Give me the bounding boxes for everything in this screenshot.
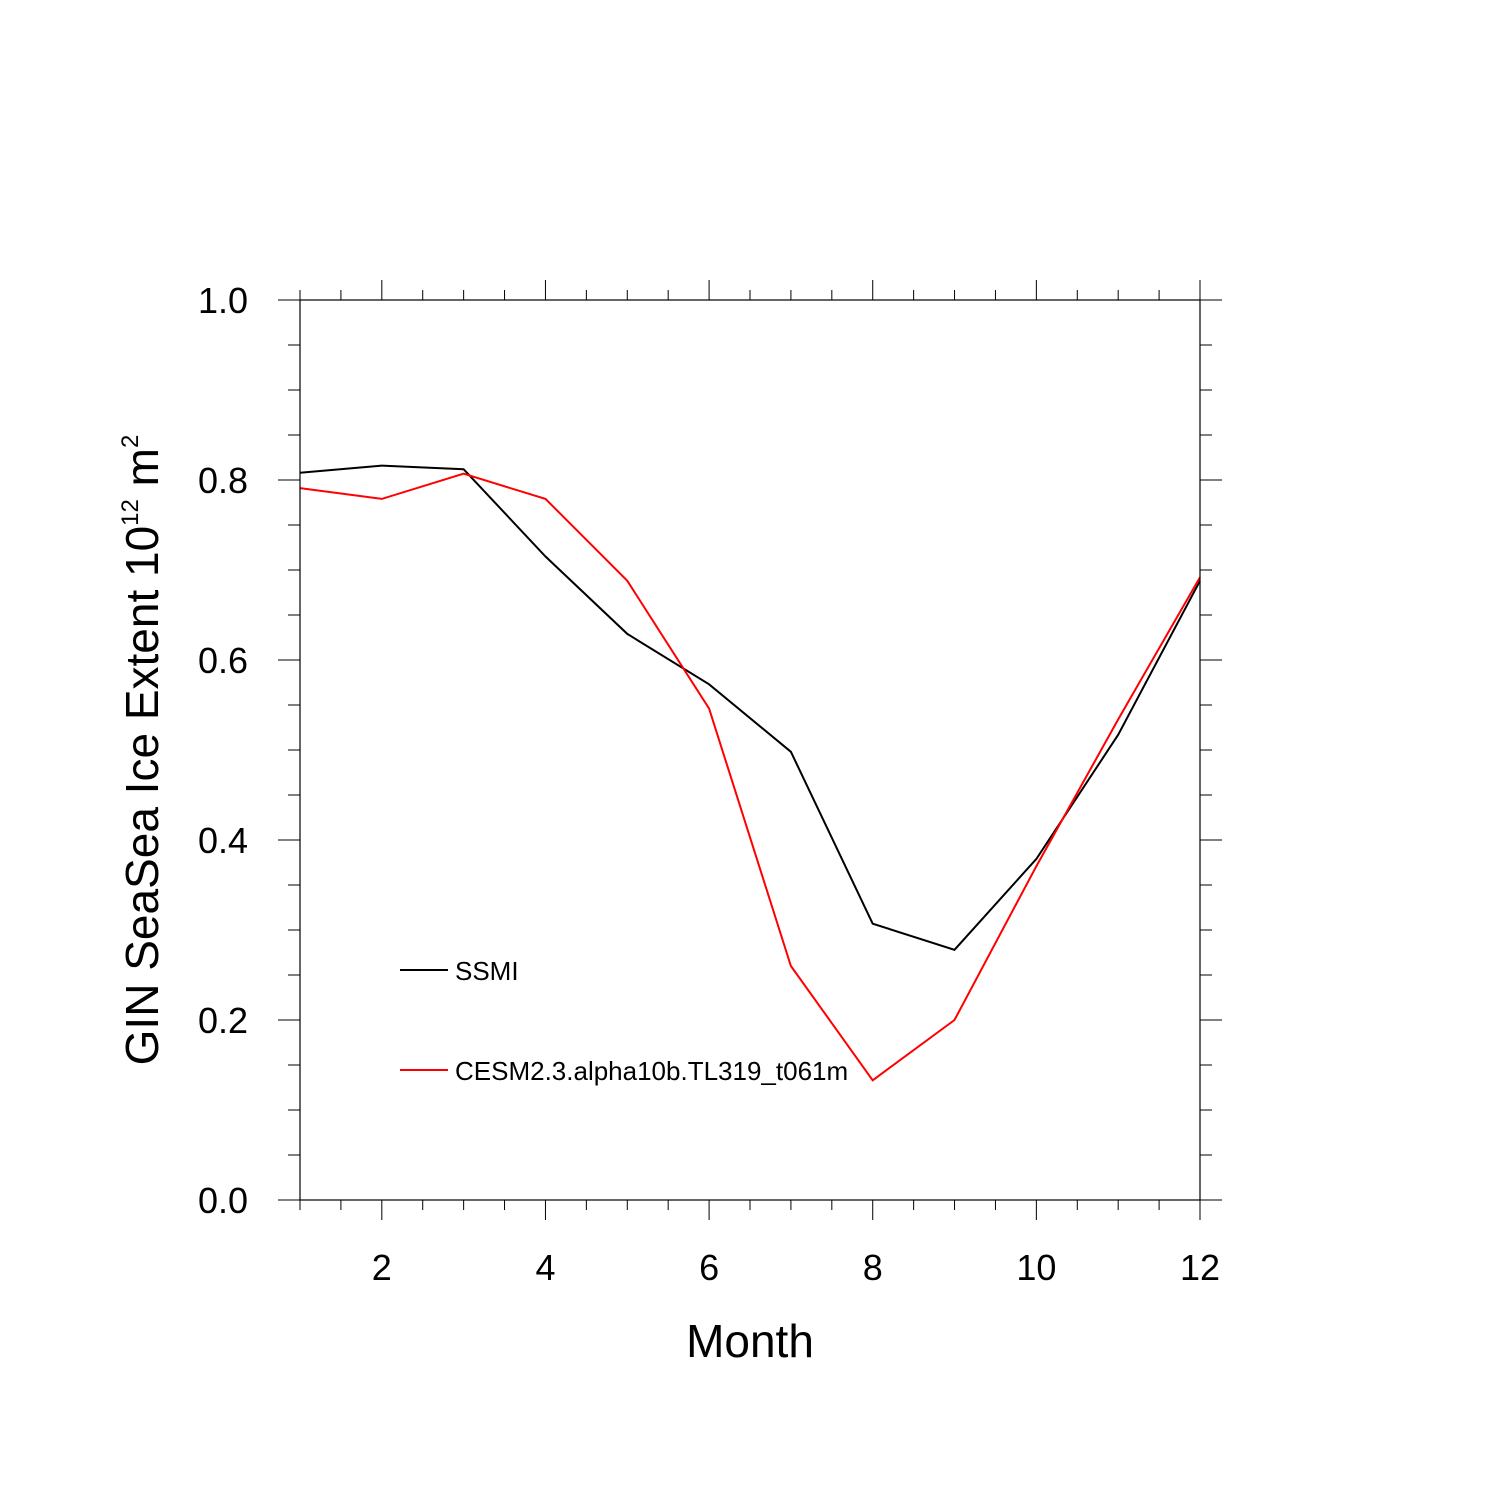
x-tick-label: 6 xyxy=(699,1247,719,1288)
series-line-ssmi xyxy=(299,464,1201,951)
series-lines xyxy=(299,464,1201,1082)
x-tick-label: 8 xyxy=(863,1247,883,1288)
y-tick-label: 0.4 xyxy=(198,820,248,861)
x-tick-label: 2 xyxy=(372,1247,392,1288)
y-tick-label: 0.0 xyxy=(198,1180,248,1221)
tick-labels: 2 4 6 8 10 12 0.0 0.2 0.4 0.6 0.8 1.0 xyxy=(198,280,1220,1288)
y-tick-label: 0.6 xyxy=(198,640,248,681)
y-tick-label: 0.2 xyxy=(198,1000,248,1041)
x-tick-label: 12 xyxy=(1180,1247,1220,1288)
legend-label-ssmi: SSMI xyxy=(455,956,519,986)
y-axis-title-exponent-1: 12 xyxy=(117,499,144,526)
x-tick-label: 10 xyxy=(1016,1247,1056,1288)
axis-ticks xyxy=(278,280,1222,1220)
legend: SSMI CESM2.3.alpha10b.TL319_t061m xyxy=(400,956,848,1086)
legend-label-cesm: CESM2.3.alpha10b.TL319_t061m xyxy=(455,1056,848,1086)
y-axis-title-unit: m xyxy=(116,448,168,499)
series-line-cesm xyxy=(299,472,1201,1082)
x-axis-title: Month xyxy=(686,1315,814,1367)
y-tick-label: 0.8 xyxy=(198,460,248,501)
y-axis-title-prefix: GIN SeaSea Ice Extent 10 xyxy=(116,526,168,1066)
y-tick-label: 1.0 xyxy=(198,280,248,321)
x-tick-label: 4 xyxy=(535,1247,555,1288)
y-axis-title-exponent-2: 2 xyxy=(117,435,144,448)
plot-frame xyxy=(299,299,1201,1201)
y-axis-title: GIN SeaSea Ice Extent 1012 m2 xyxy=(116,435,168,1066)
